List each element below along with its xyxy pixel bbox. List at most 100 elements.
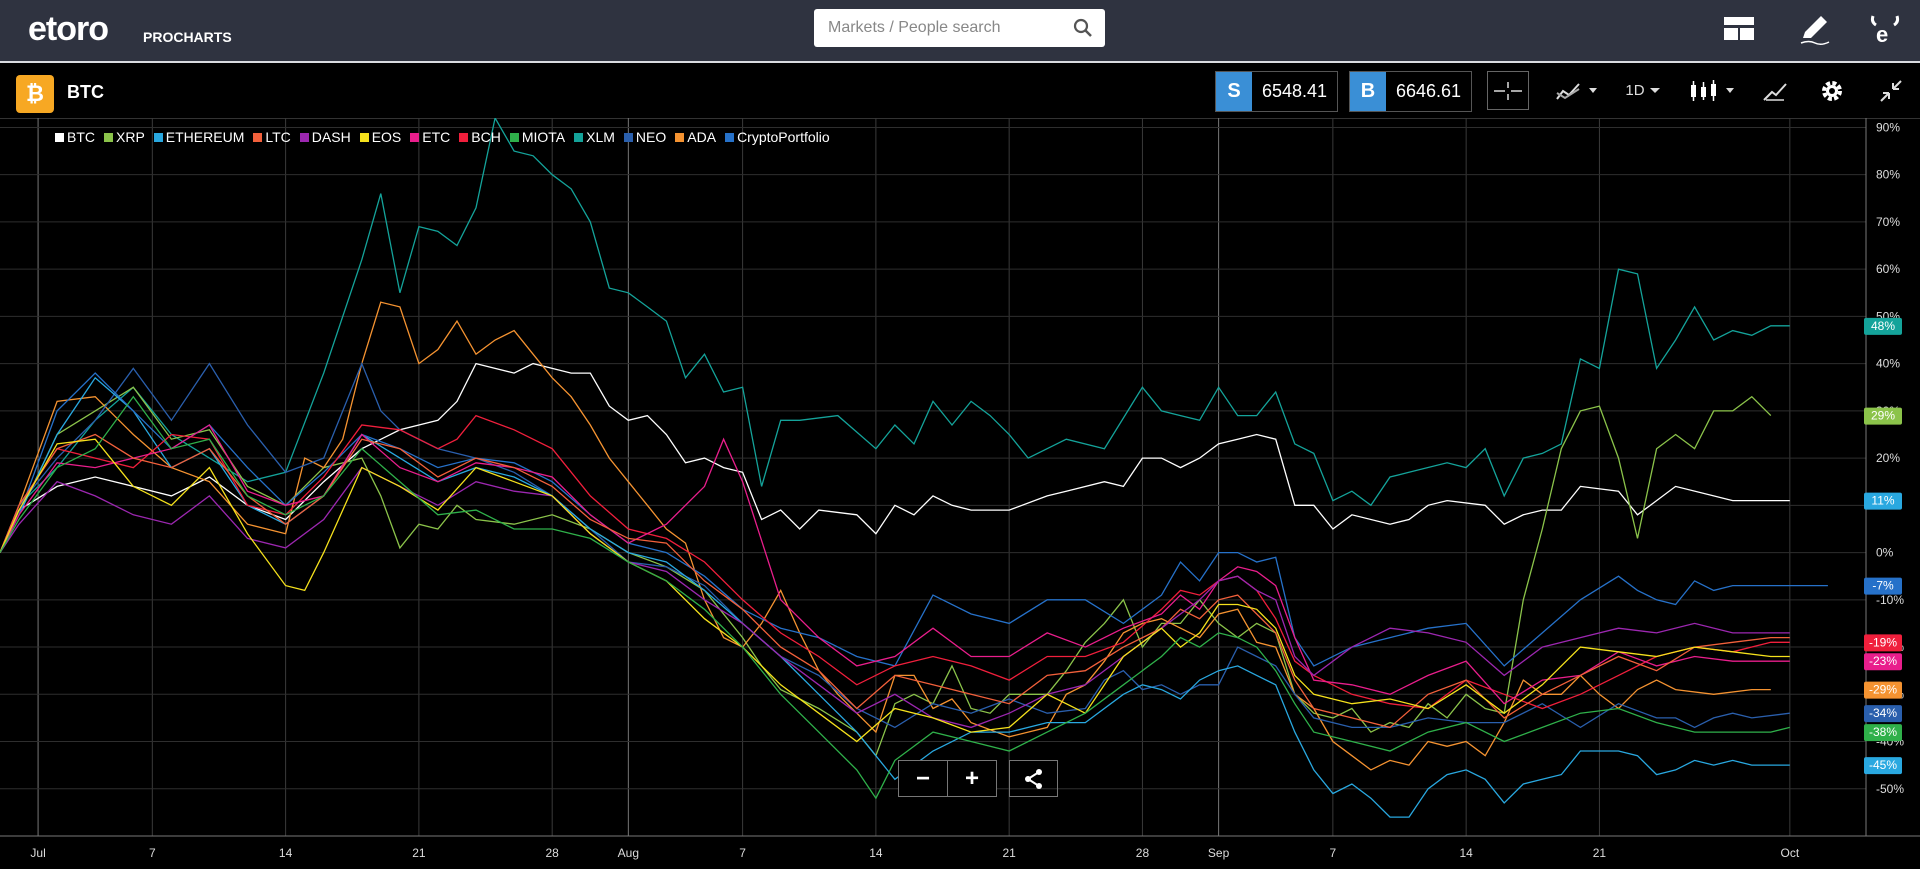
legend-label: XLM [586,129,615,145]
legend-swatch [574,132,584,142]
end-label-text: 29% [1871,409,1895,423]
search-input[interactable] [826,18,1073,38]
collapse-icon [1880,79,1902,102]
btc-icon: ₿ [16,75,54,113]
edit-icon[interactable] [1797,12,1831,46]
end-label-text: 48% [1871,319,1895,333]
y-tick-label: 40% [1876,357,1900,371]
etoro-logo-icon[interactable]: e [1868,12,1902,46]
draw-icon [1763,82,1787,101]
series-line-ethereum [0,376,1790,818]
legend-item-eos[interactable]: EOS [359,129,402,145]
legend-item-ltc[interactable]: LTC [253,129,291,145]
legend-item-dash[interactable]: DASH [299,129,351,145]
search-icon[interactable] [1073,18,1093,38]
sell-price: 6548.41 [1262,81,1328,101]
search-box[interactable] [814,9,1105,47]
legend-label: BTC [67,129,95,145]
legend-swatch [153,132,163,142]
end-label-text: -34% [1869,706,1897,720]
end-label-text: -19% [1869,635,1897,649]
end-label-badge [1864,577,1902,595]
x-tick-label: 21 [1002,846,1016,860]
sell-button[interactable]: S 6548.41 [1215,71,1339,112]
fullscreen-button[interactable] [1876,71,1906,110]
buy-price: 6646.61 [1396,81,1462,101]
zoom-in-button[interactable]: + [948,760,997,797]
legend-label: CryptoPortfolio [737,129,830,145]
timeframe-dropdown[interactable]: 1D [1621,71,1665,110]
legend-swatch [104,132,113,142]
timeframe-label: 1D [1625,82,1645,99]
chart-type-dropdown[interactable] [1688,71,1740,110]
share-icon [1024,768,1042,789]
legend-item-miota[interactable]: MIOTA [509,129,565,145]
series-line-cryptoportfolio [0,372,1828,667]
series-line-ltc [0,433,1790,729]
x-tick-label: Sep [1208,846,1230,860]
series-line-dash [0,466,1790,729]
x-tick-label: 7 [1330,846,1337,860]
layout-icon[interactable] [1722,12,1756,46]
legend-item-btc[interactable]: BTC [55,129,95,145]
legend-item-xrp[interactable]: XRP [104,129,145,145]
legend-label: ETC [422,129,451,145]
end-label-badge [1864,634,1902,652]
legend-item-cryptoportfolio[interactable]: CryptoPortfolio [725,129,830,145]
comparison-chart[interactable]: 90%80%70%60%50%40%30%20%10%0%-10%-20%-30… [0,118,1920,869]
end-label-badge [1864,317,1902,335]
legend-label: LTC [265,129,291,145]
settings-button[interactable] [1817,71,1847,110]
series-line-neo [0,361,1790,729]
drawing-tools-button[interactable] [1760,71,1790,110]
end-label-text: 11% [1871,494,1894,508]
legend-label: ETHEREUM [165,129,245,145]
legend-swatch [675,132,685,142]
y-tick-label: 80% [1876,168,1900,182]
y-tick-label: 60% [1876,262,1900,276]
sell-tag: S [1216,72,1252,111]
end-label-text: -45% [1869,758,1897,772]
buy-button[interactable]: B 6646.61 [1349,71,1473,112]
end-label-badge [1864,724,1902,742]
series-line-xlm [0,118,1790,553]
legend-swatch [623,132,633,142]
series-line-miota [0,395,1790,800]
legend-swatch [253,132,263,142]
legend-swatch [459,132,469,142]
y-tick-label: 0% [1876,546,1894,560]
crosshair-icon [1494,81,1522,100]
legend-item-etc[interactable]: ETC [410,129,450,145]
end-label-text: -38% [1869,725,1897,739]
legend-swatch [359,132,369,142]
x-tick-label: 14 [869,846,883,860]
buy-tag: B [1350,72,1386,111]
legend-swatch [725,132,735,142]
crosshair-button[interactable] [1487,71,1529,110]
x-tick-label: Jul [30,846,45,860]
legend-item-neo[interactable]: NEO [623,129,667,145]
legend-label: EOS [371,129,402,145]
legend-item-ethereum[interactable]: ETHEREUM [153,129,245,145]
legend-label: NEO [635,129,667,145]
series-line-etc [0,424,1790,705]
instrument-toolbar: ₿ BTC S 6548.41 B 6646.61 1D [0,63,1920,119]
zoom-controls: − + [898,760,997,797]
legend-label: ADA [687,129,717,145]
compare-dropdown[interactable] [1553,71,1603,110]
end-label-badge [1864,653,1902,671]
series-line-bch [0,414,1790,710]
x-tick-label: Oct [1781,846,1800,860]
legend-item-bch[interactable]: BCH [459,129,501,145]
end-label-text: -7% [1872,579,1894,593]
end-label-text: -23% [1869,654,1897,668]
zoom-out-button[interactable]: − [898,760,948,797]
etoro-logo[interactable]: etoro [28,10,109,48]
legend-label: BCH [471,129,501,145]
legend-item-xlm[interactable]: XLM [574,129,615,145]
legend-item-ada[interactable]: ADA [675,129,716,145]
share-button[interactable] [1009,760,1058,797]
y-tick-label: 90% [1876,120,1900,134]
legend-label: XRP [116,129,145,145]
y-tick-label: 70% [1876,215,1900,229]
